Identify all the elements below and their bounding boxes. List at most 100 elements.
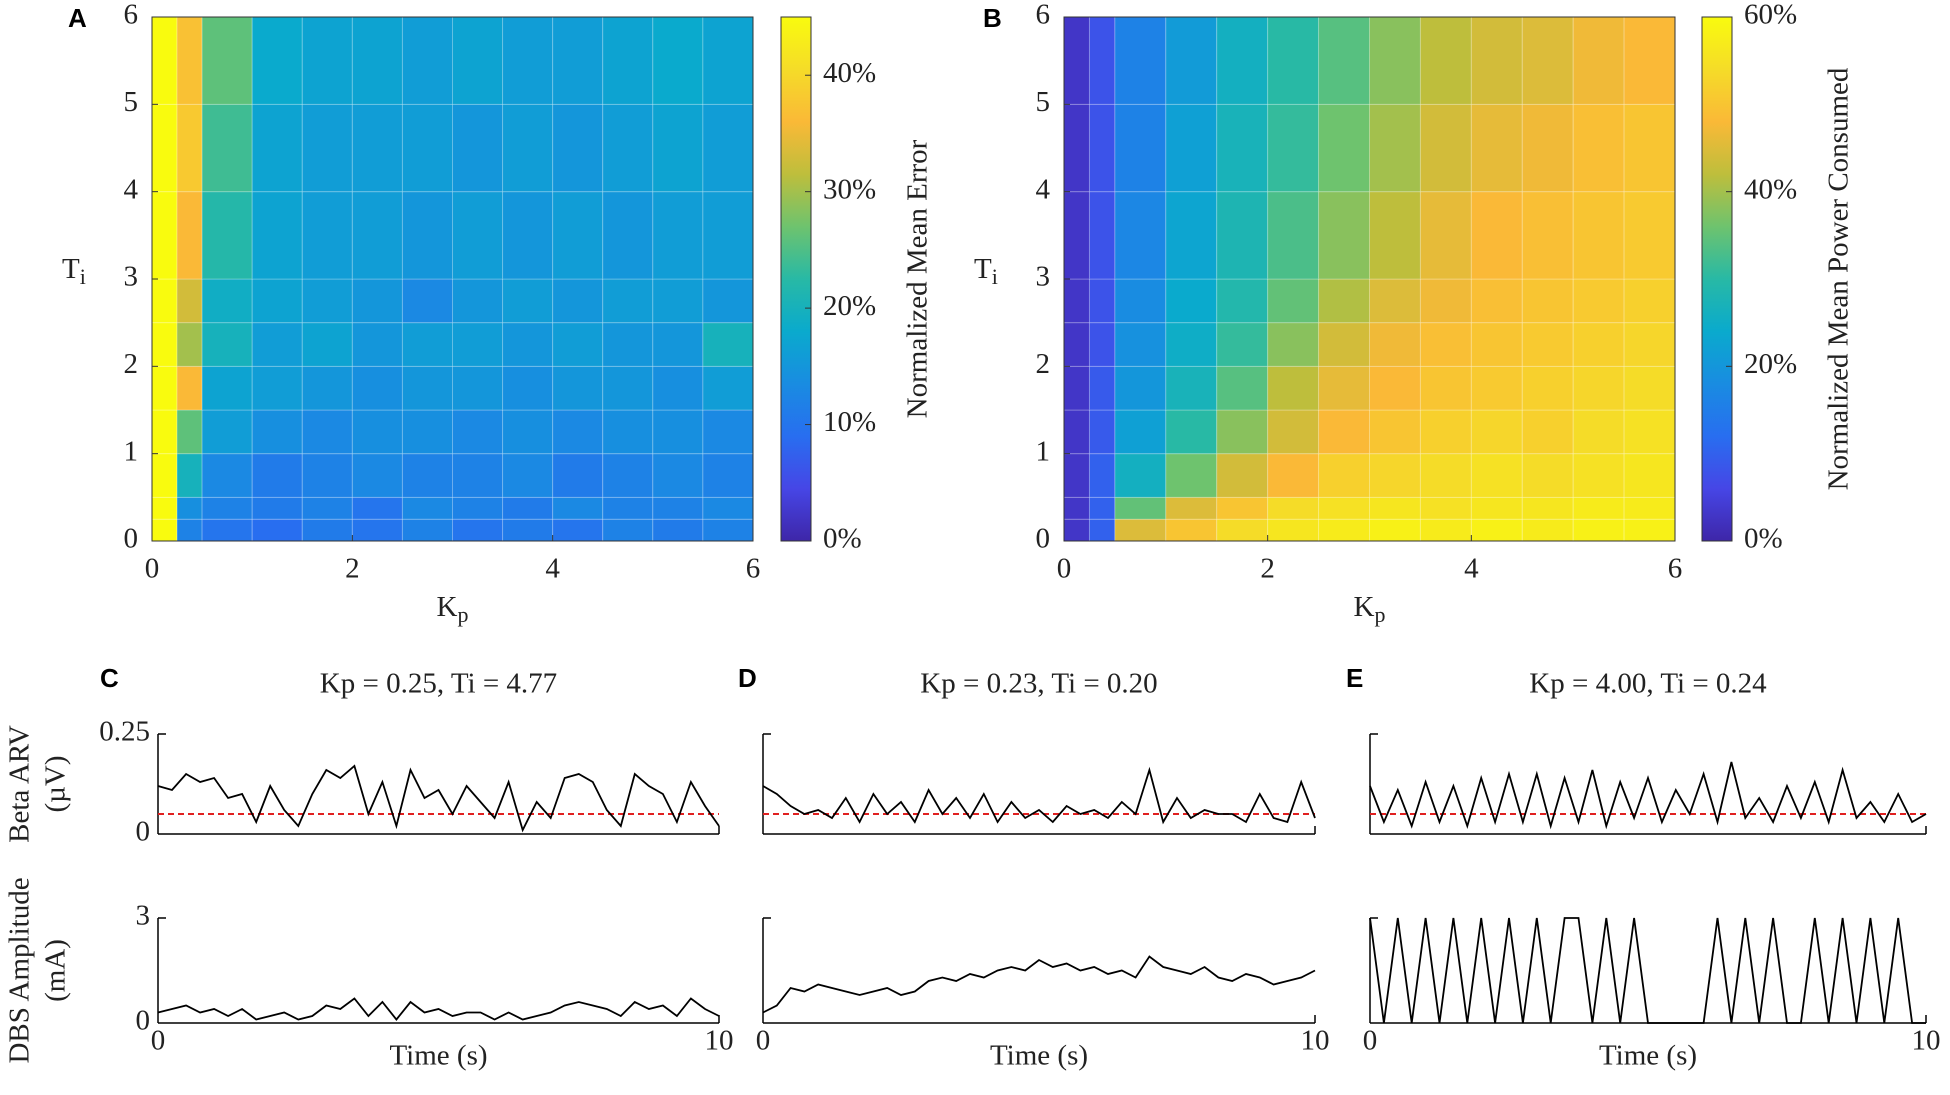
heatmap-cell xyxy=(702,496,754,520)
heatmap-cell xyxy=(1088,191,1116,280)
heatmap-cell xyxy=(702,16,754,105)
heatmap-cell xyxy=(452,453,504,498)
heatmap-cell xyxy=(176,409,203,455)
heatmap-cell xyxy=(1114,496,1167,520)
heatmap-cell xyxy=(452,365,504,411)
heatmap-cell xyxy=(301,409,353,455)
axis-label-base: T xyxy=(62,253,80,285)
heatmap-cell xyxy=(1521,496,1574,520)
heatmap-cell xyxy=(1063,103,1090,193)
heatmap-cell xyxy=(1216,322,1269,367)
heatmap-cell xyxy=(351,409,403,455)
heatmap-cell xyxy=(602,16,654,105)
heatmap-cell xyxy=(201,322,253,367)
heatmap-cell xyxy=(1419,191,1472,280)
heatmap-cell xyxy=(702,322,754,367)
heatmap-cell xyxy=(502,322,554,367)
y-tick-label: 0 xyxy=(124,523,139,555)
heatmap-cell xyxy=(401,16,453,105)
signal-line xyxy=(762,955,1316,1014)
heatmap-cell xyxy=(351,278,403,324)
heatmap-cell xyxy=(1318,191,1371,280)
signal-line xyxy=(157,764,720,833)
heatmap-cell xyxy=(502,365,554,411)
x-tick-label: 0 xyxy=(151,1025,166,1057)
heatmap-cell xyxy=(1216,278,1269,324)
heatmap-cell xyxy=(1419,518,1472,542)
heatmap-cell xyxy=(301,496,353,520)
heatmap-cell xyxy=(151,496,178,520)
heatmap-cell xyxy=(452,103,504,193)
signal-line xyxy=(762,766,1316,825)
y-axis-label: (µV) xyxy=(40,756,72,813)
heatmap-cell xyxy=(452,496,504,520)
heatmap-cell xyxy=(1267,322,1320,367)
heatmap-cell xyxy=(502,103,554,193)
heatmap-cell xyxy=(702,453,754,498)
x-tick-label: 0 xyxy=(1057,553,1072,585)
heatmap-cell xyxy=(452,409,504,455)
heatmap-cell xyxy=(401,453,453,498)
heatmap-cell xyxy=(301,453,353,498)
heatmap-cell xyxy=(301,518,353,542)
heatmap-cell xyxy=(1318,16,1371,105)
signal-line xyxy=(1369,761,1927,830)
x-tick-label: 6 xyxy=(746,553,761,585)
heatmap-cell xyxy=(1470,103,1523,193)
heatmap-cell xyxy=(452,278,504,324)
heatmap-cell xyxy=(1572,103,1625,193)
heatmap-cell xyxy=(1470,496,1523,520)
colorbar-tick-label: 40% xyxy=(1744,173,1797,205)
heatmap-cell xyxy=(1521,409,1574,455)
heatmap-cell xyxy=(1114,322,1167,367)
heatmap-cell xyxy=(1623,278,1676,324)
heatmap-cell xyxy=(1521,191,1574,280)
heatmap-cell xyxy=(251,278,303,324)
heatmap-cell xyxy=(1267,409,1320,455)
heatmap-cell xyxy=(201,365,253,411)
heatmap-cell xyxy=(1267,191,1320,280)
heatmap-cell xyxy=(176,365,203,411)
heatmap-cell xyxy=(1369,365,1421,411)
colorbar-tick-label: 40% xyxy=(823,57,876,89)
heatmap-cell xyxy=(351,518,403,542)
heatmap-cell xyxy=(552,518,604,542)
heatmap-cell xyxy=(502,518,554,542)
y-axis-label: DBS Amplitude xyxy=(4,877,36,1063)
heatmap-cell xyxy=(201,16,253,105)
x-tick-label: 6 xyxy=(1668,553,1683,585)
heatmap-cell xyxy=(1114,453,1167,498)
heatmap-cell xyxy=(151,518,178,542)
heatmap-cell xyxy=(502,16,554,105)
heatmap-cell xyxy=(1572,518,1625,542)
heatmap-cell xyxy=(1318,322,1371,367)
heatmap-cell xyxy=(201,278,253,324)
heatmap-cell xyxy=(1318,278,1371,324)
colorbar-label: Normalized Mean Power Consumed xyxy=(1823,67,1855,490)
x-tick-label: 4 xyxy=(1464,553,1479,585)
heatmap-cell xyxy=(652,518,704,542)
x-tick-label: 10 xyxy=(1301,1025,1330,1057)
x-tick-label: 2 xyxy=(345,553,360,585)
heatmap-cell xyxy=(552,496,604,520)
heatmap-cell xyxy=(1114,365,1167,411)
heatmap-cell xyxy=(1267,365,1320,411)
y-tick-label: 4 xyxy=(124,173,139,205)
heatmap-cell xyxy=(251,409,303,455)
colorbar xyxy=(1701,16,1733,542)
heatmap-cell xyxy=(151,16,178,105)
heatmap-cell xyxy=(652,409,704,455)
heatmap-cell xyxy=(351,16,403,105)
heatmap-cell xyxy=(1165,365,1218,411)
heatmap-cell xyxy=(1572,278,1625,324)
heatmap-cell xyxy=(1419,496,1472,520)
heatmap-cell xyxy=(1572,409,1625,455)
heatmap-cell xyxy=(1369,453,1421,498)
heatmap-cell xyxy=(452,322,504,367)
heatmap-cell xyxy=(702,409,754,455)
colorbar-tick-label: 60% xyxy=(1744,0,1797,31)
heatmap-cell xyxy=(1470,191,1523,280)
heatmap-cell xyxy=(201,191,253,280)
heatmap-cell xyxy=(1165,453,1218,498)
colorbar-tick-label: 20% xyxy=(1744,348,1797,380)
